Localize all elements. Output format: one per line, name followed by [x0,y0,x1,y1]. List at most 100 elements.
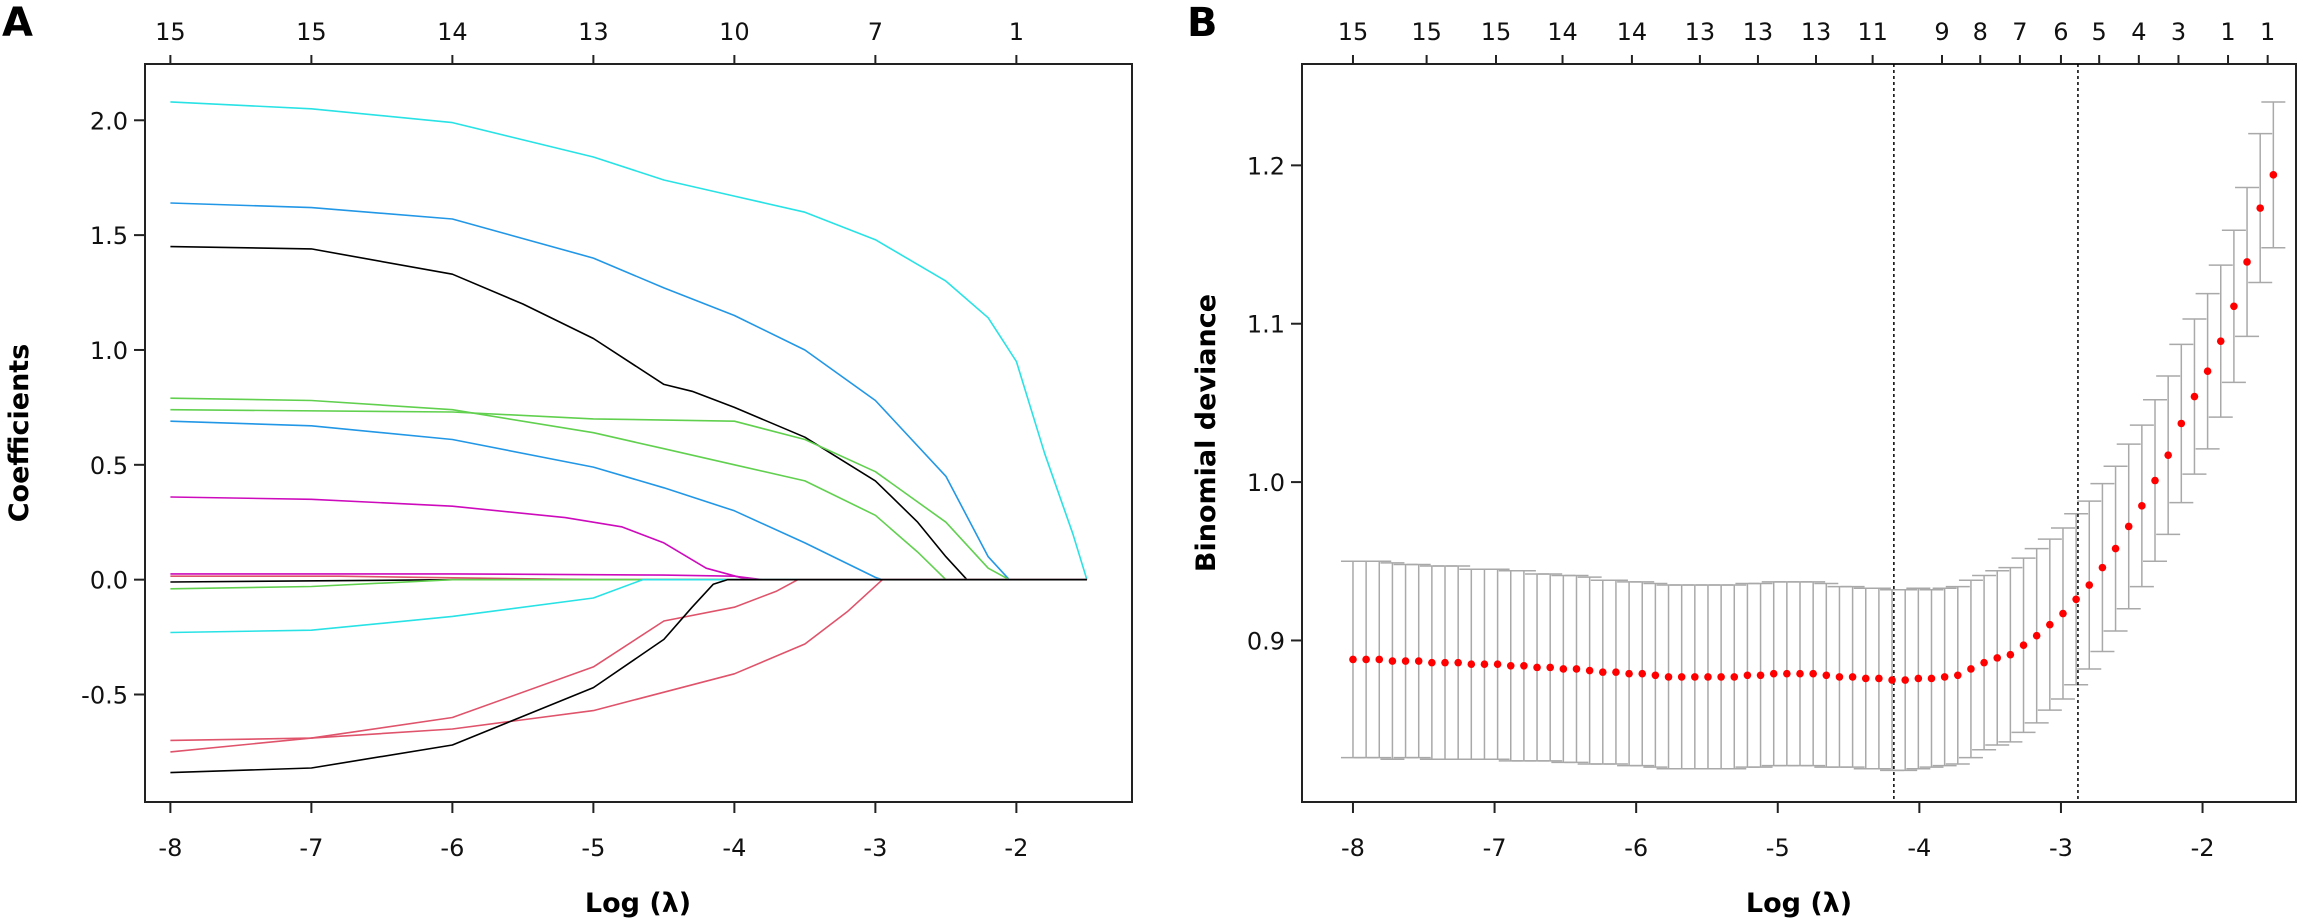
deviance-point [1704,673,1712,681]
coefficient-path-6 [170,420,1087,581]
deviance-point [2085,581,2094,589]
y-tick-label: 0.5 [90,452,128,480]
coefficient-path-2 [170,202,1087,581]
y-tick-label: 1.0 [1247,469,1285,497]
y-tick-label: 1.1 [1247,311,1285,339]
top-axis-label-nonzero-count: 11 [1857,18,1888,46]
panel-b-label: B [1187,0,1218,46]
deviance-point [1822,671,1831,680]
panel-a-label: A [2,0,33,46]
top-axis-label-nonzero-count: 15 [1411,18,1442,46]
deviance-point [1585,666,1594,675]
y-tick-label: 0.9 [1247,627,1285,655]
coefficient-path-4 [170,397,1087,581]
deviance-point [1901,676,1909,684]
deviance-point [1796,669,1804,678]
top-axis-label-nonzero-count: 15 [155,18,186,46]
y-tick-label: 1.0 [90,337,128,365]
deviance-point [2230,302,2238,311]
deviance-point [1980,658,1988,667]
y-tick-label: -0.5 [81,682,128,710]
deviance-point [1480,660,1489,669]
coefficient-path-15 [170,578,1087,774]
deviance-point [1914,674,1923,683]
panel-b-y-axis-title: Binomial deviance [1191,294,1222,572]
y-tick-label: 1.5 [90,222,128,250]
deviance-point [1651,671,1660,680]
deviance-point [1428,658,1436,667]
deviance-point [1638,669,1647,678]
x-tick-label: -3 [863,834,887,862]
deviance-point [2177,419,2186,428]
deviance-point [1506,662,1515,670]
top-axis-label-nonzero-count: 1 [2220,18,2235,46]
deviance-point [2256,204,2264,212]
deviance-point [1349,655,1357,664]
deviance-point [1388,657,1397,665]
top-axis-label-nonzero-count: 13 [1743,18,1774,46]
deviance-point [1362,655,1370,664]
deviance-point [1769,669,1778,678]
deviance-point [1940,673,1949,681]
top-axis-label-nonzero-count: 14 [437,18,468,46]
top-axis-label-nonzero-count: 7 [2012,18,2027,46]
deviance-point [1691,673,1699,681]
panel-b-cross-validation: B Log (λ) Binomial deviance -8 -7 -6 -5 -4 -3… [1187,0,2297,919]
coefficient-path-13 [170,578,1087,742]
top-axis-label-nonzero-count: 14 [1617,18,1648,46]
top-axis-label-nonzero-count: 9 [1934,18,1949,46]
deviance-point [2151,476,2159,485]
y-tick-label: 1.2 [1247,152,1285,180]
x-tick-label: -4 [1907,834,1931,862]
deviance-point [1743,671,1752,680]
coefficient-path-7 [170,496,1087,581]
x-tick-label: -2 [1004,834,1028,862]
panel-b-x-axis-title: Log (λ) [1746,888,1852,919]
deviance-point [1783,669,1791,678]
y-tick-label: 2.0 [90,107,128,135]
deviance-point [2006,650,2015,659]
deviance-point [2032,631,2041,640]
deviance-point [1717,673,1725,681]
deviance-point [1875,674,1883,683]
deviance-point [1441,658,1449,667]
deviance-point [2098,563,2107,572]
top-axis-label-nonzero-count: 13 [1685,18,1716,46]
deviance-point [1861,674,1870,683]
deviance-point [1888,676,1896,684]
deviance-point [1414,657,1423,665]
deviance-point [1835,673,1844,681]
deviance-point [2138,502,2146,510]
deviance-point [1625,669,1633,678]
deviance-point [2243,258,2251,266]
coefficient-path-14 [170,578,1087,753]
deviance-point [1664,673,1673,681]
deviance-point [2124,522,2133,531]
top-axis-label-nonzero-count: 14 [1547,18,1578,46]
deviance-point [1493,660,1502,669]
x-tick-label: -8 [1341,834,1365,862]
x-tick-label: -7 [1483,834,1507,862]
panel-a-coefficient-paths: A Log (λ) Coefficients -8 -7 -6 -5 -4 -3 -2 -0.… [2,0,1133,919]
deviance-point [1598,668,1607,676]
deviance-point [2164,451,2172,459]
deviance-point [1454,658,1462,667]
top-axis-label-nonzero-count: 8 [1973,18,1988,46]
deviance-point [2046,620,2054,629]
deviance-point [1677,673,1686,681]
top-axis-label-nonzero-count: 7 [868,18,883,46]
x-tick-label: -6 [440,834,464,862]
deviance-point [2019,641,2028,650]
deviance-point [1967,665,1975,673]
deviance-point [1467,660,1476,669]
coefficient-path-3 [170,245,1087,581]
deviance-point [2203,367,2212,376]
deviance-point [1809,669,1817,678]
x-tick-label: -8 [158,834,182,862]
panel-a-x-axis-title: Log (λ) [585,888,691,919]
y-tick-label: 0.0 [90,567,128,595]
deviance-point [1993,654,2002,662]
x-tick-label: -6 [1624,834,1648,862]
top-axis-label-nonzero-count: 15 [1338,18,1369,46]
deviance-point [1848,673,1857,681]
